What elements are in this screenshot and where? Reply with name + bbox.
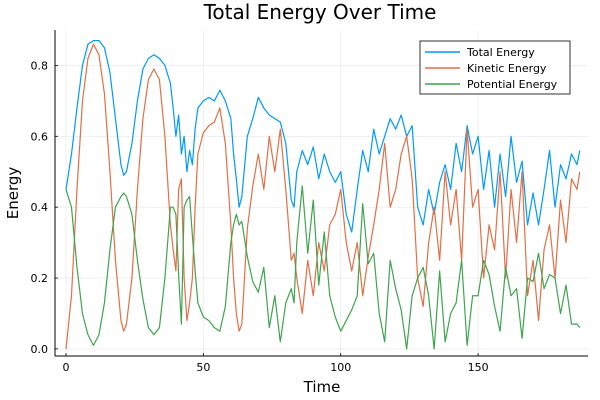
series-lines [65, 40, 581, 350]
legend-label: Kinetic Energy [467, 62, 547, 75]
series-line-kinetic-energy [65, 43, 581, 349]
x-tick-label: 150 [468, 361, 489, 374]
y-axis-title: Energy [4, 167, 22, 220]
axes [54, 30, 588, 357]
x-tick-label: 100 [330, 361, 351, 374]
x-axis-title: Time [303, 378, 341, 396]
series-line-total-energy [65, 40, 581, 233]
y-tick-label: 0.0 [31, 343, 49, 356]
y-tick-label: 0.2 [31, 272, 49, 285]
y-tick-label: 0.4 [31, 201, 49, 214]
y-tick-label: 0.8 [31, 59, 49, 72]
x-tick-label: 50 [196, 361, 210, 374]
legend: Total Energy Kinetic Energy Potential Ener… [419, 40, 571, 95]
x-tick-label: 0 [62, 361, 69, 374]
series-line-potential-energy [65, 185, 581, 350]
y-tick-label: 0.6 [31, 130, 49, 143]
legend-label: Total Energy [466, 46, 535, 59]
legend-label: Potential Energy [467, 78, 558, 91]
tick-labels: 0 50 100 150 0.0 0.2 0.4 0.6 0.8 [31, 59, 489, 374]
chart-title: Total Energy Over Time [203, 0, 437, 24]
